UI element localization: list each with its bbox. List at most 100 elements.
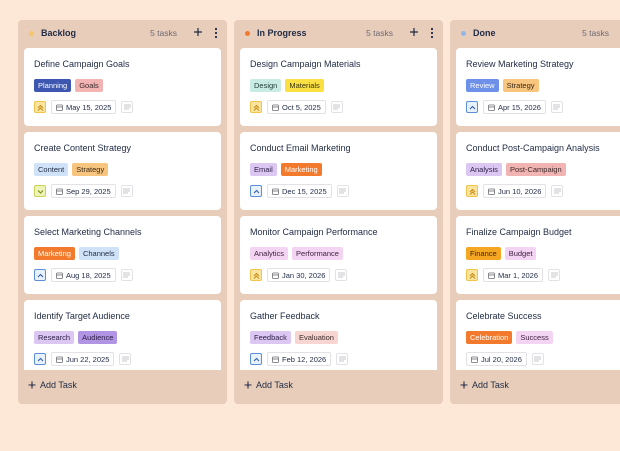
card-title: Identify Target Audience: [34, 311, 130, 321]
date-text: Jul 20, 2026: [481, 354, 522, 364]
calendar-icon: [471, 356, 478, 363]
due-date: Aug 18, 2025: [51, 268, 116, 282]
tag-list: Design Materials: [250, 79, 324, 92]
calendar-icon: [488, 104, 495, 111]
date-text: Sep 29, 2025: [66, 186, 111, 196]
due-date: Oct 5, 2025: [267, 100, 326, 114]
task-card[interactable]: Define Campaign Goals Planning Goals May 15…: [24, 48, 221, 126]
description-icon: [330, 101, 343, 113]
add-task-label: Add Task: [256, 380, 293, 390]
calendar-icon: [272, 356, 279, 363]
tag-list: Finance Budget: [466, 247, 537, 260]
tag: Strategy: [72, 163, 109, 176]
card-meta: Mar 1, 2026: [466, 268, 561, 282]
task-card[interactable]: Design Campaign Materials Design Materials…: [240, 48, 437, 126]
card-list: Review Marketing Strategy Review Strategy A…: [456, 48, 620, 370]
card-title: Design Campaign Materials: [250, 59, 361, 69]
header-actions: [193, 27, 219, 39]
lines-glyph: [123, 104, 131, 110]
lines-glyph: [339, 188, 347, 194]
tag: Feedback: [250, 331, 291, 344]
due-date: Jun 22, 2025: [51, 352, 115, 366]
task-card[interactable]: Monitor Campaign Performance Analytics Per…: [240, 216, 437, 294]
add-task-button[interactable]: Add Task: [28, 380, 77, 390]
description-icon: [119, 353, 132, 365]
card-title: Finalize Campaign Budget: [466, 227, 572, 237]
calendar-icon: [272, 104, 279, 111]
card-meta: Dec 15, 2025: [250, 184, 349, 198]
tag: Planning: [34, 79, 72, 92]
tag: Audience: [78, 331, 118, 344]
date-text: Jun 22, 2025: [66, 354, 110, 364]
card-title: Select Marketing Channels: [34, 227, 142, 237]
calendar-icon: [56, 356, 63, 363]
tag: Channels: [78, 247, 119, 260]
more-button[interactable]: [213, 27, 219, 39]
tag-list: Review Strategy: [466, 79, 539, 92]
add-button[interactable]: [409, 27, 419, 37]
priority-icon: [34, 185, 46, 197]
card-title: Gather Feedback: [250, 311, 320, 321]
task-card[interactable]: Conduct Post-Campaign Analysis Analysis Po…: [456, 132, 620, 210]
card-meta: Sep 29, 2025: [34, 184, 133, 198]
date-text: May 15, 2025: [66, 102, 112, 112]
lines-glyph: [338, 356, 346, 362]
column-title: In Progress: [257, 28, 307, 38]
add-task-button[interactable]: Add Task: [244, 380, 293, 390]
task-card[interactable]: Conduct Email Marketing Email Marketing Dec…: [240, 132, 437, 210]
add-button[interactable]: [193, 27, 203, 37]
plus-icon: [460, 381, 468, 389]
task-card[interactable]: Gather Feedback Feedback Evaluation Feb 12,…: [240, 300, 437, 370]
calendar-icon: [488, 188, 495, 195]
card-meta: Oct 5, 2025: [250, 100, 343, 114]
lines-glyph: [337, 272, 345, 278]
column-header: Backlog 5 tasks: [18, 20, 227, 48]
card-list: Design Campaign Materials Design Materials…: [240, 48, 437, 370]
add-task-button[interactable]: Add Task: [460, 380, 509, 390]
card-title: Review Marketing Strategy: [466, 59, 574, 69]
priority-icon: [34, 353, 46, 365]
column: Backlog 5 tasks Define Campaign Goals Plann…: [18, 20, 227, 404]
card-title: Monitor Campaign Performance: [250, 227, 378, 237]
more-button[interactable]: [429, 27, 435, 39]
lines-glyph: [553, 188, 561, 194]
column-title: Backlog: [41, 28, 77, 38]
task-count: 5 tasks: [150, 28, 177, 38]
card-meta: Jun 22, 2025: [34, 352, 132, 366]
card-meta: Jun 10, 2026: [466, 184, 564, 198]
calendar-icon: [272, 272, 279, 279]
tag: Marketing: [34, 247, 75, 260]
card-title: Conduct Post-Campaign Analysis: [466, 143, 600, 153]
tag: Review: [466, 79, 499, 92]
due-date: Sep 29, 2025: [51, 184, 116, 198]
task-card[interactable]: Celebrate Success Celebration Success Jul 2…: [456, 300, 620, 370]
task-count: 5 tasks: [582, 28, 609, 38]
status-dot: [245, 31, 250, 36]
date-text: Mar 1, 2026: [498, 270, 539, 280]
card-meta: May 15, 2025: [34, 100, 134, 114]
description-icon: [336, 353, 349, 365]
task-card[interactable]: Select Marketing Channels Marketing Channe…: [24, 216, 221, 294]
task-card[interactable]: Identify Target Audience Research Audience…: [24, 300, 221, 370]
tag: Materials: [285, 79, 324, 92]
priority-glyph: [469, 272, 475, 279]
header-actions: [409, 27, 435, 39]
task-card[interactable]: Review Marketing Strategy Review Strategy A…: [456, 48, 620, 126]
due-date: Dec 15, 2025: [267, 184, 332, 198]
due-date: May 15, 2025: [51, 100, 117, 114]
plus-icon: [244, 381, 252, 389]
add-task-label: Add Task: [472, 380, 509, 390]
card-meta: Aug 18, 2025: [34, 268, 133, 282]
column-title: Done: [473, 28, 496, 38]
tag-list: Planning Goals: [34, 79, 103, 92]
task-card[interactable]: Finalize Campaign Budget Finance Budget Mar…: [456, 216, 620, 294]
tag: Success: [516, 331, 553, 344]
card-meta: Apr 15, 2026: [466, 100, 563, 114]
column: In Progress 5 tasks Design Campaign Materi…: [234, 20, 443, 404]
tag-list: Feedback Evaluation: [250, 331, 338, 344]
lines-glyph: [121, 356, 129, 362]
date-text: Aug 18, 2025: [66, 270, 111, 280]
task-card[interactable]: Create Content Strategy Content Strategy Se…: [24, 132, 221, 210]
tag: Finance: [466, 247, 501, 260]
